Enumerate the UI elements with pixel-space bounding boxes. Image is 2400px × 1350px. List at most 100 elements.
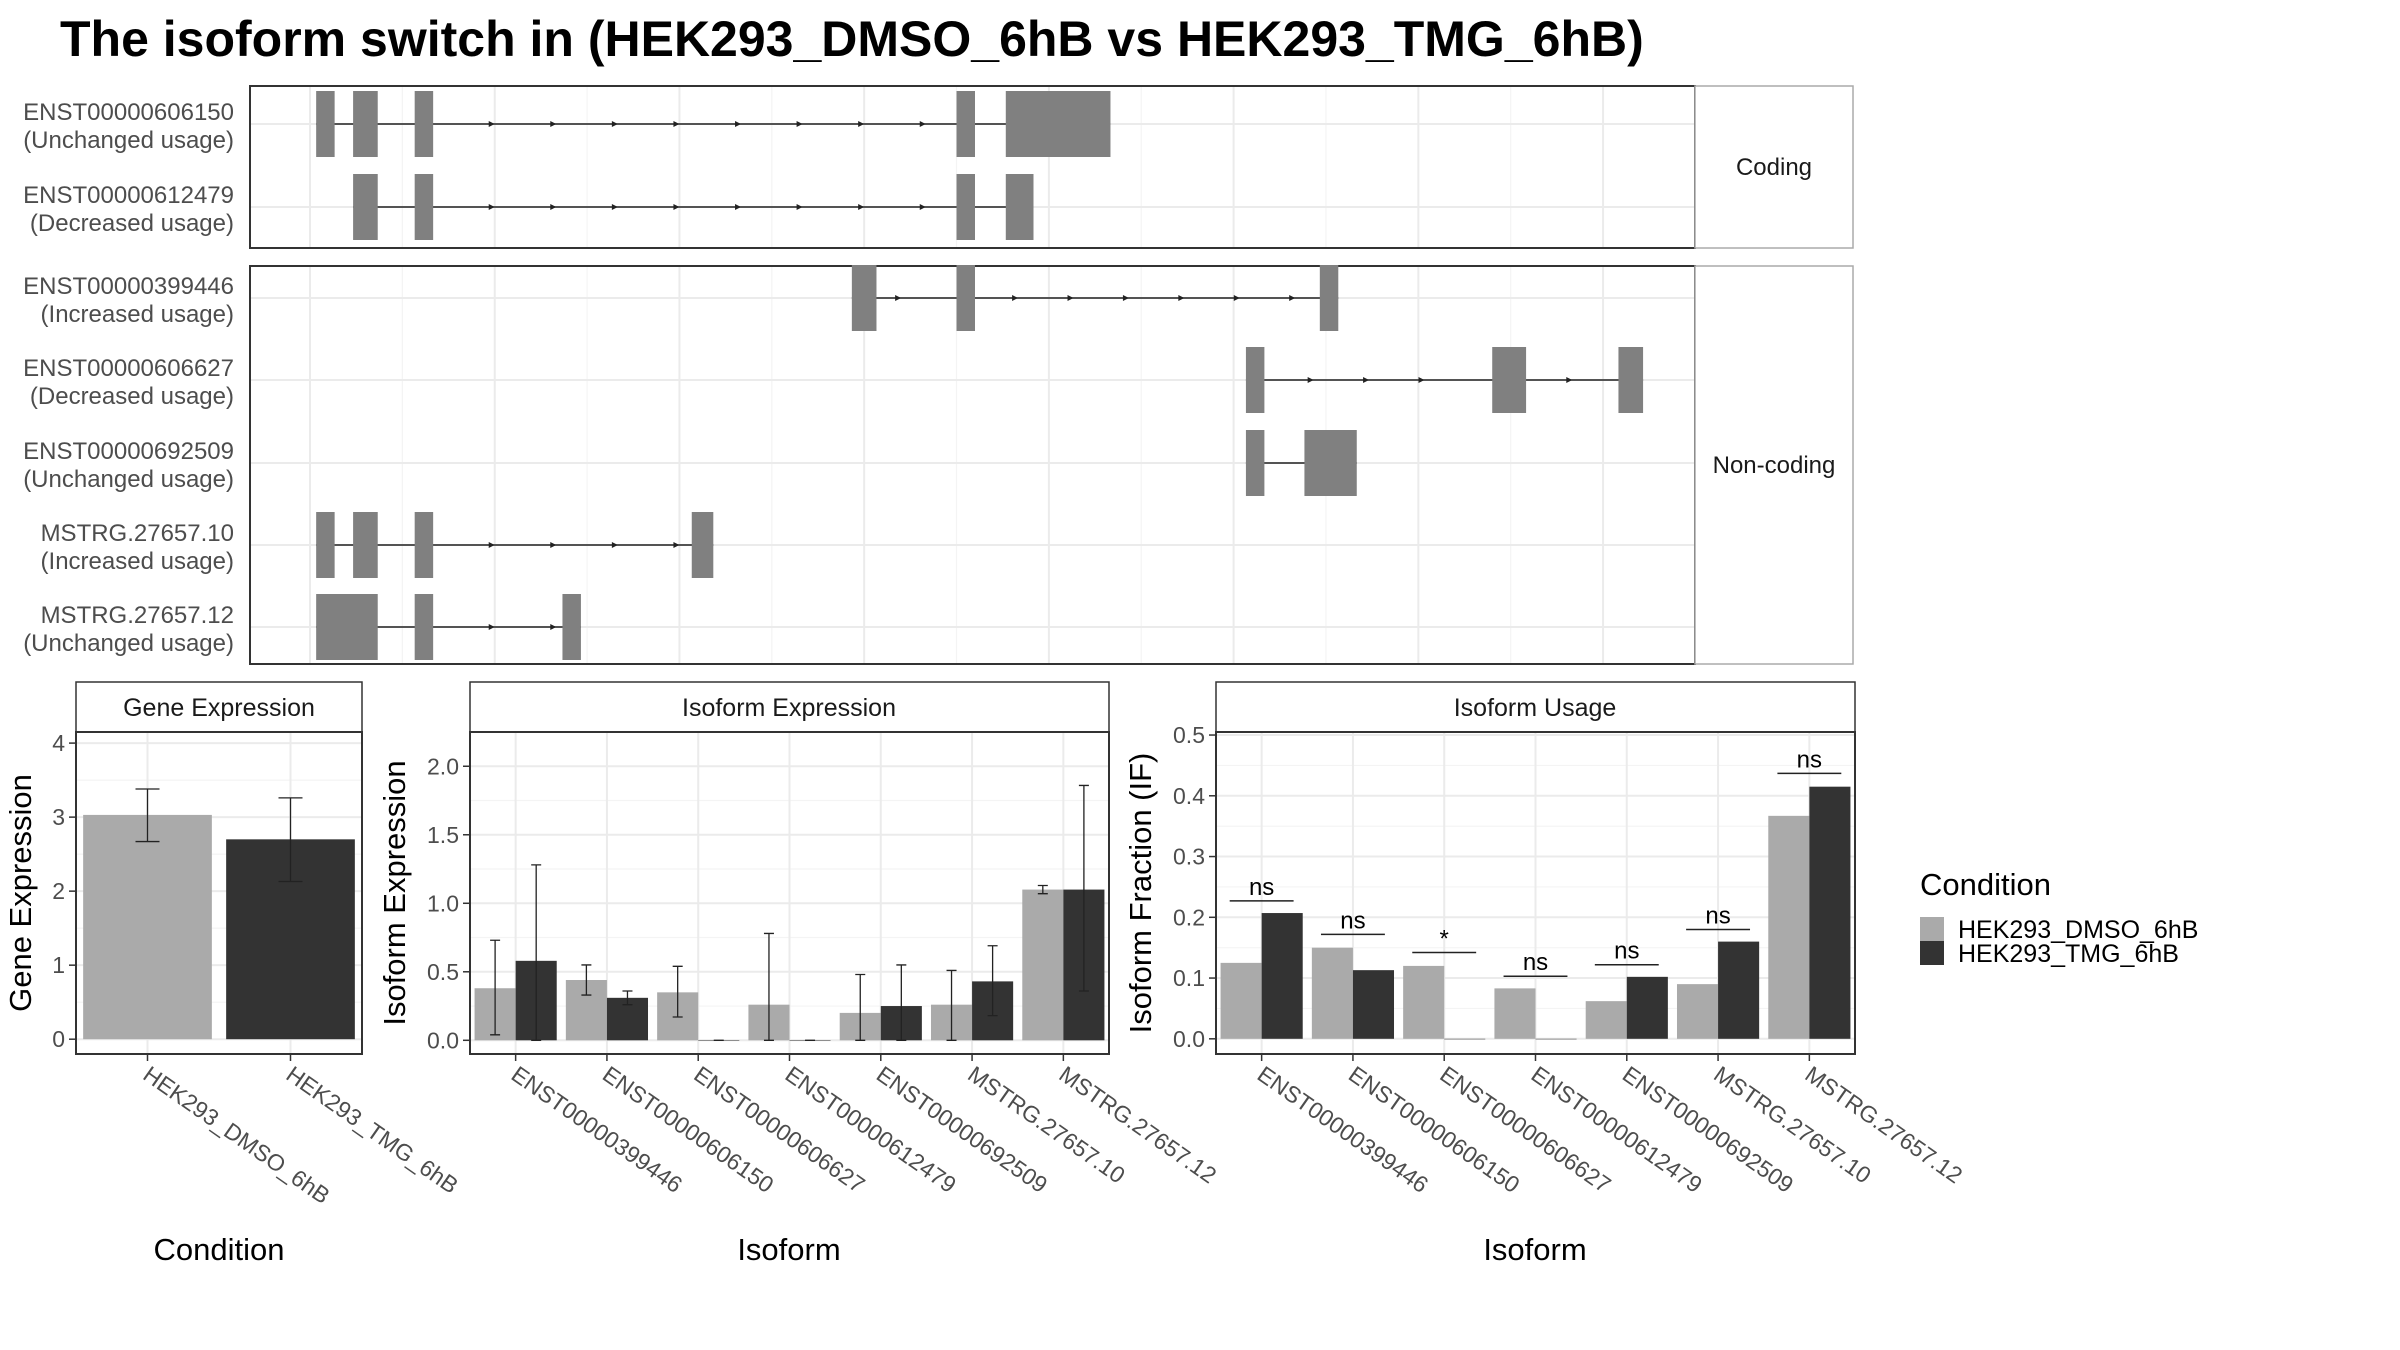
isoform-expression-error-bar	[672, 965, 683, 1018]
isoform-label-enst00000606627: ENST00000606627	[23, 355, 234, 382]
legend-label-tmg: HEK293_TMG_6hB	[1958, 940, 2179, 968]
isoform-usage-label-enst00000606627: (Decreased usage)	[30, 383, 234, 410]
isoform-expression-error-bar	[946, 969, 957, 1041]
strand-arrow-enst00000399446	[1178, 295, 1185, 301]
exon-enst00000692509	[1304, 430, 1357, 496]
isoform-expression-x-tick-label: ENST00000399446	[507, 1061, 687, 1198]
isoform-usage-bar	[1352, 970, 1395, 1039]
isoform-usage-label-enst00000612479: (Decreased usage)	[30, 210, 234, 237]
strand-arrow-enst00000606150	[611, 121, 618, 127]
strand-arrow-enst00000399446	[1122, 295, 1129, 301]
isoform-expression-x-tick-label: ENST00000692509	[872, 1061, 1052, 1198]
isoform-label-enst00000399446: ENST00000399446	[23, 273, 234, 300]
strand-arrow-enst00000606150	[488, 121, 495, 127]
isoform-expression-title: Isoform Expression	[682, 694, 896, 722]
isoform-expression-error-bar	[622, 990, 633, 1006]
isoform-usage-bar	[1311, 947, 1353, 1039]
isoform-expression-error-bar	[987, 945, 998, 1017]
strand-arrow-enst00000399446	[895, 295, 902, 301]
strand-arrow-enst00000612479	[611, 204, 618, 210]
isoform-usage-x-tick-label: ENST00000399446	[1253, 1061, 1433, 1198]
gene-expression-y-tick-label: 2	[52, 878, 65, 904]
exon-mstrg-27657-12	[316, 594, 378, 660]
exon-enst00000399446	[851, 265, 877, 331]
exon-mstrg-27657-10	[316, 512, 335, 578]
isoform-usage-significance-label: ns	[1340, 907, 1365, 934]
isoform-usage-y-label: Isoform Fraction (IF)	[1123, 753, 1158, 1034]
exon-enst00000606627	[1492, 347, 1527, 413]
isoform-usage-significance-label: ns	[1797, 746, 1822, 773]
exon-mstrg-27657-10	[691, 512, 714, 578]
exon-enst00000612479	[956, 174, 975, 240]
coding-strip	[1694, 85, 1854, 249]
isoform-usage-bar	[1768, 815, 1810, 1039]
isoform-expression-y-tick-label: 0.5	[427, 959, 459, 985]
exon-enst00000606150	[414, 91, 434, 157]
isoform-expression-x-label: Isoform	[737, 1232, 840, 1267]
gene-expression-error-bar	[278, 797, 303, 883]
isoform-expression-x-tick-label: MSTRG.27657.12	[1054, 1061, 1221, 1189]
isoform-usage-bar	[1809, 786, 1851, 1039]
exon-enst00000612479	[353, 174, 378, 240]
exon-enst00000606627	[1245, 347, 1265, 413]
exon-enst00000606150	[956, 91, 975, 157]
isoform-expression-error-bar	[490, 939, 501, 1036]
isoform-expression-y-tick-label: 2.0	[427, 753, 459, 779]
exon-mstrg-27657-10	[353, 512, 378, 578]
strand-arrow-mstrg-27657-12	[550, 624, 557, 630]
isoform-expression-error-bar	[581, 964, 592, 996]
gene-expression-strip	[75, 681, 363, 733]
isoform-usage-y-tick-label: 0.0	[1173, 1026, 1205, 1052]
isoform-expression-y-tick-label: 1.0	[427, 890, 459, 916]
isoform-usage-strip	[1215, 681, 1856, 733]
gene-expression-title: Gene Expression	[123, 694, 315, 722]
strand-arrow-mstrg-27657-10	[550, 542, 557, 548]
isoform-usage-bar	[1220, 962, 1262, 1039]
coding-strip-label: Coding	[1736, 154, 1812, 181]
isoform-expression-x-tick-label: MSTRG.27657.10	[963, 1061, 1130, 1189]
isoform-usage-label-enst00000692509: (Unchanged usage)	[23, 466, 234, 493]
isoform-usage-significance-label: *	[1440, 926, 1449, 953]
gene-expression-y-tick-label: 3	[52, 804, 65, 830]
isoform-usage-y-tick-label: 0.5	[1173, 722, 1205, 748]
gene-expression-y-tick-label: 4	[52, 730, 65, 756]
legend-swatch-tmg	[1920, 941, 1944, 965]
isoform-expression-error-bar	[1037, 884, 1048, 895]
isoform-expression-y-tick-label: 0.0	[427, 1027, 459, 1053]
strand-arrow-enst00000612479	[796, 204, 803, 210]
exon-enst00000399446	[1319, 265, 1339, 331]
isoform-expression-error-bar	[763, 932, 774, 1041]
gene-expression-bar	[83, 814, 212, 1040]
isoform-label-enst00000692509: ENST00000692509	[23, 438, 234, 465]
gene-expression-y-label: Gene Expression	[3, 774, 38, 1012]
isoform-expression-x-tick-label: ENST00000606627	[689, 1061, 869, 1198]
strand-arrow-mstrg-27657-10	[488, 542, 495, 548]
isoform-usage-x-tick-label: ENST00000692509	[1618, 1061, 1798, 1198]
strand-arrow-enst00000606150	[735, 121, 742, 127]
strand-arrow-enst00000612479	[919, 204, 926, 210]
exon-enst00000606627	[1618, 347, 1644, 413]
figure-title: The isoform switch in (HEK293_DMSO_6hB v…	[60, 11, 1644, 67]
isoform-usage-significance-label: ns	[1523, 949, 1548, 976]
isoform-usage-bar	[1676, 984, 1719, 1039]
exon-enst00000692509	[1245, 430, 1265, 496]
isoform-label-enst00000612479: ENST00000612479	[23, 182, 234, 209]
isoform-usage-title: Isoform Usage	[1454, 694, 1617, 722]
isoform-usage-label-mstrg-27657-12: (Unchanged usage)	[23, 630, 234, 657]
isoform-expression-error-bar	[531, 864, 542, 1041]
isoform-usage-x-tick-label: ENST00000606150	[1344, 1061, 1524, 1198]
isoform-expression-x-tick-label: ENST00000612479	[781, 1061, 961, 1198]
isoform-usage-bar	[1494, 988, 1536, 1039]
strand-arrow-enst00000606150	[919, 121, 926, 127]
isoform-usage-bar	[1403, 965, 1445, 1039]
isoform-usage-y-tick-label: 0.4	[1173, 783, 1205, 809]
gene-expression-y-tick-label: 1	[52, 952, 65, 978]
strand-arrow-enst00000606627	[1363, 377, 1370, 383]
noncoding-strip-label: Non-coding	[1713, 452, 1836, 479]
isoform-usage-bar	[1626, 976, 1668, 1039]
exon-enst00000606150	[316, 91, 335, 157]
exon-enst00000606150	[1005, 91, 1034, 157]
gene-expression-y-tick-label: 0	[52, 1026, 65, 1052]
isoform-usage-bar	[1585, 1001, 1627, 1039]
